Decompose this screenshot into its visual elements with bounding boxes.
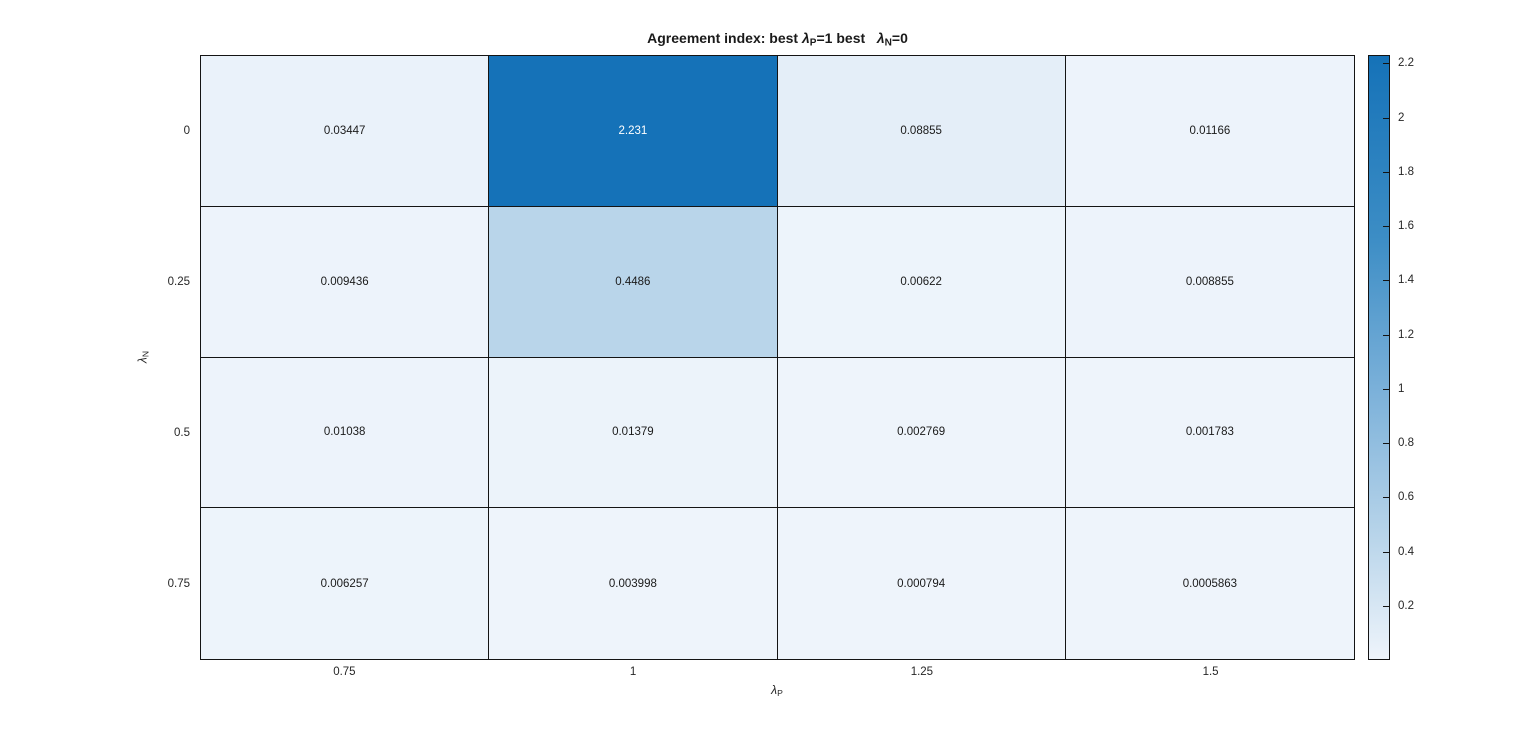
y-axis-tick-label: 0.25 (167, 275, 190, 288)
heatmap-cell: 0.009436 (201, 206, 490, 358)
colorbar-tick-label: 2 (1398, 111, 1405, 124)
colorbar-tick-mark (1383, 443, 1390, 445)
colorbar-tick-mark (1383, 280, 1390, 282)
heatmap-cell: 0.008855 (1065, 206, 1354, 358)
heatmap-grid: 0.03447 2.231 0.08855 0.01166 0.009436 0… (200, 55, 1355, 660)
colorbar-tick-label: 0.8 (1398, 437, 1414, 450)
heatmap-cell: 0.006257 (201, 508, 490, 659)
colorbar-tick-label: 0.6 (1398, 491, 1414, 504)
colorbar-tick-label: 1.2 (1398, 328, 1414, 341)
chart-title: Agreement index: best λP=1 best λN=0 (647, 30, 908, 49)
colorbar-tick-label: 1 (1398, 382, 1405, 395)
heatmap-cell: 0.001783 (1065, 357, 1354, 509)
heatmap-cell: 0.03447 (201, 56, 490, 207)
colorbar-tick-mark (1383, 171, 1390, 173)
heatmap-cell: 0.003998 (489, 508, 778, 659)
colorbar-tick-label: 0.4 (1398, 545, 1414, 558)
heatmap-cell: 0.08855 (777, 56, 1066, 207)
colorbar-tick-label: 1.8 (1398, 165, 1414, 178)
y-axis-tick-label: 0.5 (174, 427, 190, 440)
heatmap-cell: 0.4486 (489, 206, 778, 358)
colorbar-tick-mark (1383, 117, 1390, 119)
y-axis-tick-label: 0 (183, 124, 190, 137)
colorbar (1368, 55, 1390, 660)
heatmap-cell: 0.000794 (777, 508, 1066, 659)
colorbar-tick-label: 2.2 (1398, 57, 1414, 70)
heatmap-cell: 0.01379 (489, 357, 778, 509)
x-axis-tick-label: 1.5 (1202, 666, 1219, 678)
x-axis-tick-label: 0.75 (333, 666, 356, 678)
colorbar-tick-mark (1383, 551, 1390, 553)
x-axis-tick-label: 1 (629, 666, 637, 678)
colorbar-tick-mark (1383, 226, 1390, 228)
colorbar-tick-mark (1383, 388, 1390, 390)
heatmap-cell: 2.231 (489, 56, 778, 207)
colorbar-tick-mark (1383, 334, 1390, 336)
colorbar-tick-label: 1.4 (1398, 274, 1414, 287)
heatmap-cell: 0.01038 (201, 357, 490, 509)
colorbar-tick-mark (1383, 497, 1390, 499)
x-axis-label: λP (771, 683, 783, 699)
y-axis-label: λN (135, 350, 151, 364)
heatmap-cell: 0.002769 (777, 357, 1066, 509)
x-axis-tick-label: 1.25 (910, 666, 934, 678)
colorbar-tick-mark (1383, 63, 1390, 65)
lambda-symbol: λ (801, 30, 810, 46)
colorbar-tick-label: 1.6 (1398, 220, 1414, 233)
heatmap-cell: 0.00622 (777, 206, 1066, 358)
colorbar-tick-mark (1383, 605, 1390, 607)
heatmap-cell: 0.0005863 (1065, 508, 1354, 659)
colorbar-tick-label: 0.2 (1398, 599, 1414, 612)
y-axis-tick-label: 0.75 (167, 578, 190, 591)
lambda-symbol: λ (876, 30, 885, 46)
heatmap-cell: 0.01166 (1065, 56, 1354, 207)
